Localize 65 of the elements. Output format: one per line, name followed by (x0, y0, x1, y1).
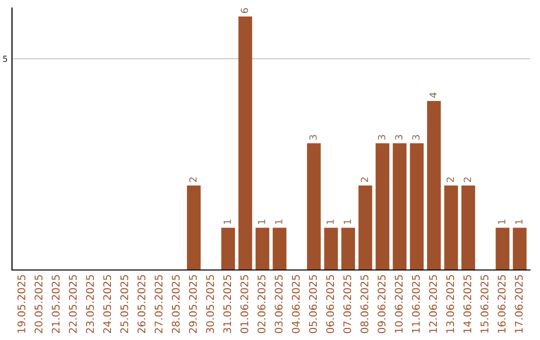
x-tick-label: 04.06.2025 (292, 275, 300, 334)
x-tick-label: 19.05.2025 (17, 275, 26, 333)
x-tick-label: 17.06.2025 (514, 275, 523, 333)
data-label: 6 (240, 8, 248, 13)
x-tick-label: 26.05.2025 (138, 275, 146, 334)
x-tick-label: 07.06.2025 (343, 275, 352, 334)
x-tick-label: 22.05.2025 (68, 275, 77, 334)
data-label: 1 (258, 220, 266, 224)
x-tick-label: 12.06.2025 (429, 275, 437, 333)
x-tick-label: 25.05.2025 (120, 275, 128, 334)
data-label: 1 (515, 220, 522, 224)
data-label: 2 (464, 177, 471, 182)
x-tick-label: 10.06.2025 (394, 275, 403, 333)
x-tick-label: 15.06.2025 (480, 275, 488, 333)
x-tick-label: 06.06.2025 (326, 275, 334, 334)
bar (444, 185, 458, 270)
x-tick-label: 09.06.2025 (378, 275, 386, 334)
bar (272, 228, 286, 270)
bar (238, 16, 252, 270)
bar (186, 185, 201, 270)
bar (341, 228, 356, 270)
data-label: 4 (430, 92, 437, 98)
data-label: 1 (498, 220, 506, 224)
x-tick-label: 16.06.2025 (498, 275, 506, 333)
bar (410, 143, 424, 270)
bar (256, 228, 270, 270)
data-label: 3 (395, 135, 402, 140)
x-tick-label: 30.05.2025 (206, 275, 214, 334)
x-tick-label: 11.06.2025 (412, 275, 420, 333)
data-label: 3 (378, 135, 386, 140)
x-tick-label: 31.05.2025 (223, 275, 232, 334)
data-label: 1 (344, 220, 351, 224)
bar (392, 143, 407, 270)
x-tick-label: 05.06.2025 (309, 275, 317, 334)
x-tick-label: 03.06.2025 (274, 275, 283, 334)
x-tick-label: 21.05.2025 (52, 275, 60, 334)
data-label: 2 (189, 177, 196, 182)
x-tick-label: 28.05.2025 (172, 275, 180, 334)
data-label: 1 (326, 220, 334, 224)
bar (461, 185, 476, 270)
bar (324, 228, 338, 270)
bar (427, 100, 441, 270)
x-tick-label: 23.05.2025 (86, 275, 94, 334)
data-label: 3 (412, 135, 420, 140)
y-tick-label: 5 (3, 56, 8, 62)
x-tick-label: 13.06.2025 (446, 275, 454, 333)
x-tick-label: 02.06.2025 (258, 275, 266, 334)
bar (376, 143, 390, 270)
data-label: 1 (275, 220, 282, 224)
data-label: 2 (360, 177, 368, 182)
x-tick-label: 24.05.2025 (103, 275, 112, 334)
bar (358, 185, 372, 270)
bar (512, 228, 527, 270)
x-tick-label: 20.05.2025 (34, 275, 42, 334)
x-tick-label: 14.06.2025 (463, 275, 472, 333)
bar (496, 228, 510, 270)
data-label: 2 (446, 177, 454, 182)
x-tick-label: 01.06.2025 (240, 275, 248, 334)
x-tick-label: 27.05.2025 (154, 275, 163, 334)
bar (307, 143, 321, 270)
x-tick-label: 08.06.2025 (360, 275, 368, 334)
x-tick-label: 29.05.2025 (188, 275, 197, 334)
bar (221, 228, 235, 270)
data-label: 1 (224, 220, 231, 224)
data-label: 3 (309, 135, 317, 140)
